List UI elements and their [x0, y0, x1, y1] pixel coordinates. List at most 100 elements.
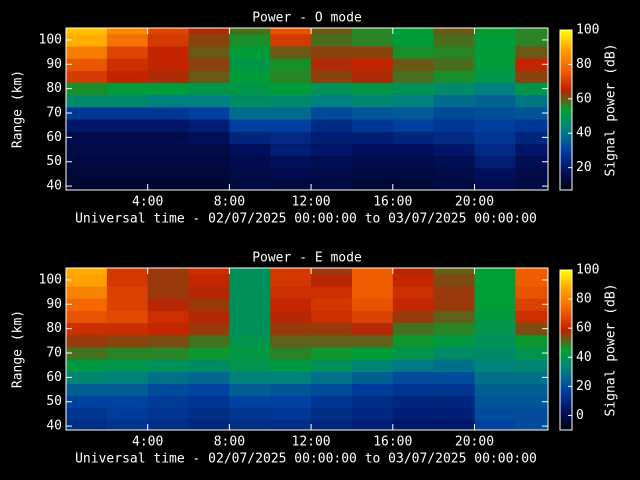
- heatmap-cell: [106, 334, 149, 348]
- heatmap-cell: [433, 383, 475, 397]
- heatmap-cell: [351, 346, 394, 360]
- heatmap-cell: [106, 298, 149, 311]
- x-axis-label: Universal time - 02/07/2025 00:00:00 to …: [75, 452, 537, 467]
- heatmap-cell: [270, 359, 312, 372]
- heatmap-cell: [106, 346, 149, 360]
- y-tick-label: 40: [46, 419, 62, 434]
- heatmap-cell: [515, 119, 548, 132]
- heatmap-cell: [66, 33, 108, 47]
- heatmap-cell: [66, 70, 108, 84]
- heatmap-cell: [311, 268, 353, 275]
- heatmap-cell: [351, 46, 394, 59]
- heatmap-cell: [311, 310, 353, 324]
- heatmap-cell: [229, 322, 271, 336]
- heatmap-cell: [433, 70, 475, 84]
- heatmap-cell: [433, 28, 475, 35]
- heatmap-cell: [392, 106, 435, 120]
- heatmap-cell: [188, 58, 230, 71]
- heatmap-cell: [188, 46, 230, 59]
- x-tick-label: 4:00: [132, 195, 163, 210]
- heatmap-cell: [351, 371, 394, 384]
- heatmap-cell: [188, 82, 230, 96]
- heatmap-cell: [474, 46, 516, 59]
- heatmap-cell: [433, 395, 475, 409]
- heatmap-cell: [147, 334, 190, 348]
- heatmap-cell: [106, 155, 149, 169]
- heatmap-cell: [270, 180, 312, 190]
- heatmap-cell: [474, 322, 516, 336]
- colorbar-tick-label: 0: [576, 408, 584, 423]
- heatmap-cell: [515, 407, 548, 421]
- heatmap-cell: [229, 28, 271, 35]
- heatmap-cell: [351, 383, 394, 397]
- heatmap-cell: [270, 395, 312, 409]
- y-tick-label: 60: [46, 370, 62, 385]
- heatmap-cell: [433, 334, 475, 348]
- heatmap-cell: [433, 322, 475, 336]
- heatmap-cell: [474, 268, 516, 275]
- heatmap-cell: [229, 268, 271, 275]
- heatmap-cell: [106, 286, 149, 299]
- heatmap-cell: [515, 82, 548, 96]
- heatmap-cell: [515, 28, 548, 35]
- heatmap-cell: [474, 180, 516, 190]
- heatmap-cell: [474, 371, 516, 384]
- heatmap-cell: [515, 268, 548, 275]
- heatmap-cell: [515, 298, 548, 311]
- heatmap-cell: [270, 371, 312, 384]
- heatmap-cell: [270, 119, 312, 132]
- heatmap-cell: [66, 106, 108, 120]
- heatmap-cell: [229, 180, 271, 190]
- heatmap-cell: [229, 383, 271, 397]
- colorbar-label: Signal power (dB): [604, 43, 619, 176]
- heatmap-cell: [311, 33, 353, 47]
- heatmap-cell: [66, 46, 108, 59]
- heatmap-cell: [311, 383, 353, 397]
- heatmap-cell: [147, 346, 190, 360]
- heatmap-cell: [147, 273, 190, 287]
- y-tick-label: 90: [46, 297, 62, 312]
- heatmap-cell: [270, 310, 312, 324]
- heatmap-cell: [229, 106, 271, 120]
- y-tick-label: 80: [46, 81, 62, 96]
- heatmap-cell: [188, 334, 230, 348]
- heatmap-cell: [188, 395, 230, 409]
- heatmap-cell: [433, 298, 475, 311]
- x-tick-label: 4:00: [132, 435, 163, 450]
- heatmap-cell: [392, 33, 435, 47]
- heatmap-cell: [351, 143, 394, 157]
- heatmap-cell: [66, 94, 108, 108]
- heatmap-cell: [270, 94, 312, 108]
- heatmap-cell: [311, 180, 353, 190]
- x-tick-label: 20:00: [455, 195, 494, 210]
- colorbar-tick-label: 40: [576, 350, 592, 365]
- heatmap-cell: [311, 395, 353, 409]
- colorbar-tick-label: 20: [576, 160, 592, 175]
- heatmap-cell: [515, 273, 548, 287]
- heatmap-cell: [311, 106, 353, 120]
- heatmap-cell: [474, 273, 516, 287]
- heatmap-cell: [474, 143, 516, 157]
- heatmap-cell: [392, 420, 435, 430]
- heatmap-cell: [351, 268, 394, 275]
- heatmap-cell: [515, 106, 548, 120]
- heatmap-cell: [229, 82, 271, 96]
- heatmap-cell: [392, 359, 435, 372]
- heatmap-cell: [188, 155, 230, 169]
- heatmap-cell: [311, 94, 353, 108]
- heatmap-cell: [106, 33, 149, 47]
- heatmap-cell: [147, 33, 190, 47]
- heatmap-cell: [229, 310, 271, 324]
- x-tick-label: 12:00: [292, 435, 331, 450]
- heatmap-cell: [474, 82, 516, 96]
- heatmap-cell: [433, 180, 475, 190]
- colorbar: [559, 29, 573, 191]
- heatmap-cell: [188, 106, 230, 120]
- heatmap-cell: [270, 82, 312, 96]
- heatmap-cell: [474, 70, 516, 84]
- colorbar-tick-label: 40: [576, 126, 592, 141]
- heatmap-cell: [229, 70, 271, 84]
- heatmap-cell: [351, 155, 394, 169]
- heatmap-cell: [106, 82, 149, 96]
- heatmap-cell: [433, 273, 475, 287]
